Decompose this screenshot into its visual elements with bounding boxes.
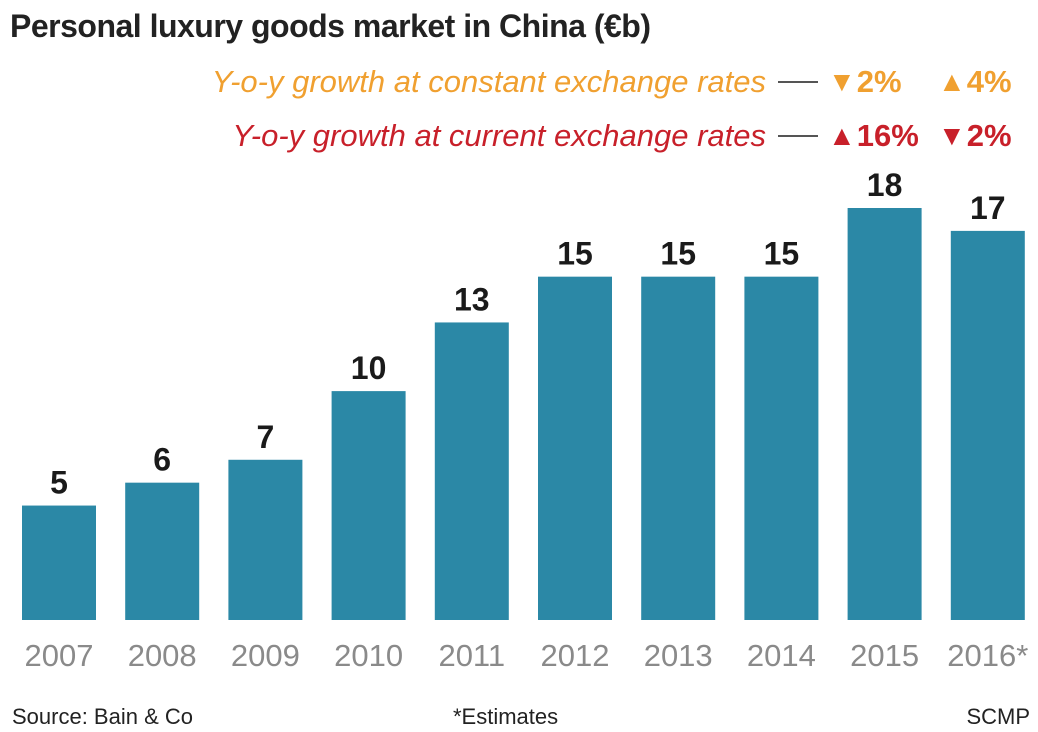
value-label-2012: 15 bbox=[557, 236, 593, 272]
x-tick-label-2009: 2009 bbox=[231, 638, 300, 673]
legend-constant-value-1: ▼ 2% bbox=[828, 64, 920, 100]
x-tick-label-2015: 2015 bbox=[850, 638, 919, 673]
legend-current-row: Y-o-y growth at current exchange rates ▲… bbox=[232, 118, 1024, 154]
legend-constant-value-2: ▲ 4% bbox=[938, 64, 1024, 100]
bar-chart: 5 2007 6 2008 7 2009 10 2010 13 2011 15 2012 15 2013 1… bbox=[22, 167, 1028, 673]
down-triangle-icon: ▼ bbox=[828, 66, 856, 97]
value-label-2010: 10 bbox=[351, 350, 387, 386]
legend-current-value-1: ▲ 16% bbox=[828, 118, 920, 154]
bar-2014 bbox=[744, 276, 819, 620]
value-label-2015: 18 bbox=[867, 167, 903, 203]
bar-2015 bbox=[847, 208, 922, 620]
x-tick-label-2013: 2013 bbox=[644, 638, 713, 673]
down-triangle-icon: ▼ bbox=[938, 120, 966, 151]
x-tick-label-2008: 2008 bbox=[128, 638, 197, 673]
up-triangle-icon: ▲ bbox=[938, 66, 966, 97]
bar-2012 bbox=[538, 276, 612, 620]
legend-constant-row: Y-o-y growth at constant exchange rates … bbox=[212, 64, 1024, 100]
bar-2016* bbox=[950, 230, 1025, 620]
value-label-2007: 5 bbox=[50, 465, 68, 501]
value-label-2016*: 17 bbox=[970, 190, 1006, 226]
legend-constant-value-1-text: 2% bbox=[856, 64, 902, 99]
x-tick-label-2011: 2011 bbox=[438, 638, 505, 673]
bar-2007 bbox=[22, 505, 96, 620]
value-label-2009: 7 bbox=[257, 419, 275, 455]
value-label-2014: 15 bbox=[764, 236, 800, 272]
credit: SCMP bbox=[966, 704, 1030, 729]
up-triangle-icon: ▲ bbox=[828, 120, 856, 151]
value-label-2008: 6 bbox=[153, 442, 171, 478]
legend-current-leader-line bbox=[778, 135, 818, 137]
estimates-note: *Estimates bbox=[453, 704, 559, 729]
legend-current-value-2: ▼ 2% bbox=[938, 118, 1024, 154]
source-note: Source: Bain & Co bbox=[12, 704, 193, 729]
x-tick-label-2014: 2014 bbox=[747, 638, 816, 673]
value-label-2013: 15 bbox=[660, 236, 696, 272]
x-tick-label-2010: 2010 bbox=[334, 638, 403, 673]
bar-2010 bbox=[331, 391, 406, 620]
x-tick-label-2007: 2007 bbox=[25, 638, 94, 673]
legend-current-label: Y-o-y growth at current exchange rates bbox=[232, 118, 766, 153]
x-tick-label-2012: 2012 bbox=[541, 638, 610, 673]
x-tick-label-2016*: 2016* bbox=[947, 638, 1028, 673]
legend-constant-leader-line bbox=[778, 81, 818, 83]
legend-current-value-2-text: 2% bbox=[966, 118, 1012, 153]
value-label-2011: 13 bbox=[454, 281, 490, 317]
legend-current-value-1-text: 16% bbox=[856, 118, 919, 153]
bar-2013 bbox=[641, 276, 716, 620]
bar-2008 bbox=[125, 482, 200, 620]
legend-constant-label: Y-o-y growth at constant exchange rates bbox=[211, 64, 766, 99]
legend-constant-value-2-text: 4% bbox=[966, 64, 1012, 99]
bar-2011 bbox=[434, 322, 509, 620]
chart-title: Personal luxury goods market in China (€… bbox=[10, 8, 651, 44]
bar-2009 bbox=[228, 459, 303, 620]
